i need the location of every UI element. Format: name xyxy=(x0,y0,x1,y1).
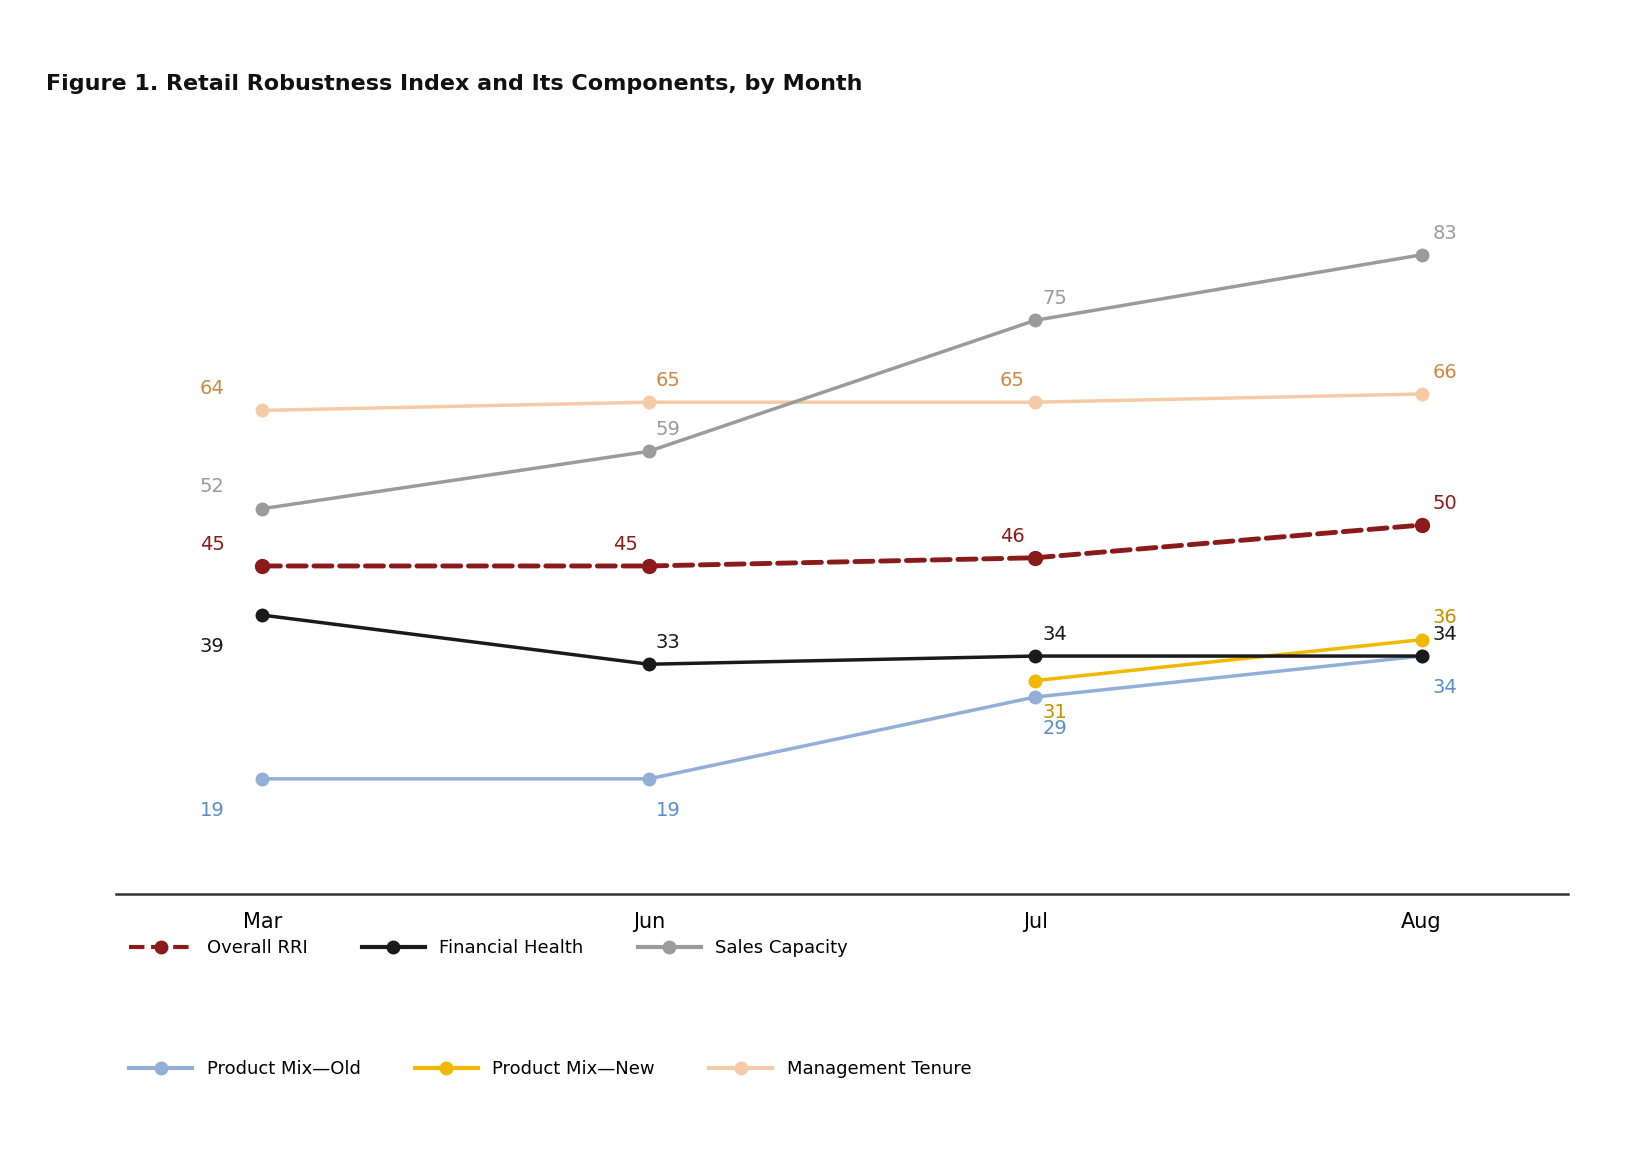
Text: 83: 83 xyxy=(1433,223,1458,243)
Text: 19: 19 xyxy=(655,801,680,820)
Text: 50: 50 xyxy=(1433,494,1458,513)
Text: Figure 1. Retail Robustness Index and Its Components, by Month: Figure 1. Retail Robustness Index and It… xyxy=(46,75,863,95)
Text: 65: 65 xyxy=(999,371,1025,390)
Text: 45: 45 xyxy=(613,535,637,554)
Text: 31: 31 xyxy=(1042,703,1067,722)
Text: 66: 66 xyxy=(1433,363,1458,382)
Text: 65: 65 xyxy=(655,371,680,390)
Text: 34: 34 xyxy=(1042,625,1067,644)
Text: 75: 75 xyxy=(1042,288,1067,308)
Text: 29: 29 xyxy=(1042,719,1067,738)
Text: 39: 39 xyxy=(200,637,225,656)
Text: 34: 34 xyxy=(1433,625,1458,644)
Text: 59: 59 xyxy=(655,420,680,439)
Text: 64: 64 xyxy=(200,380,225,398)
Text: 34: 34 xyxy=(1433,677,1458,697)
Text: 46: 46 xyxy=(999,527,1024,545)
Text: 33: 33 xyxy=(655,633,680,652)
Text: 52: 52 xyxy=(200,478,225,496)
Text: 19: 19 xyxy=(200,801,225,820)
Legend: Product Mix—Old, Product Mix—New, Management Tenure: Product Mix—Old, Product Mix—New, Manage… xyxy=(122,1054,979,1086)
Text: 36: 36 xyxy=(1433,609,1458,627)
Text: 45: 45 xyxy=(200,535,225,554)
